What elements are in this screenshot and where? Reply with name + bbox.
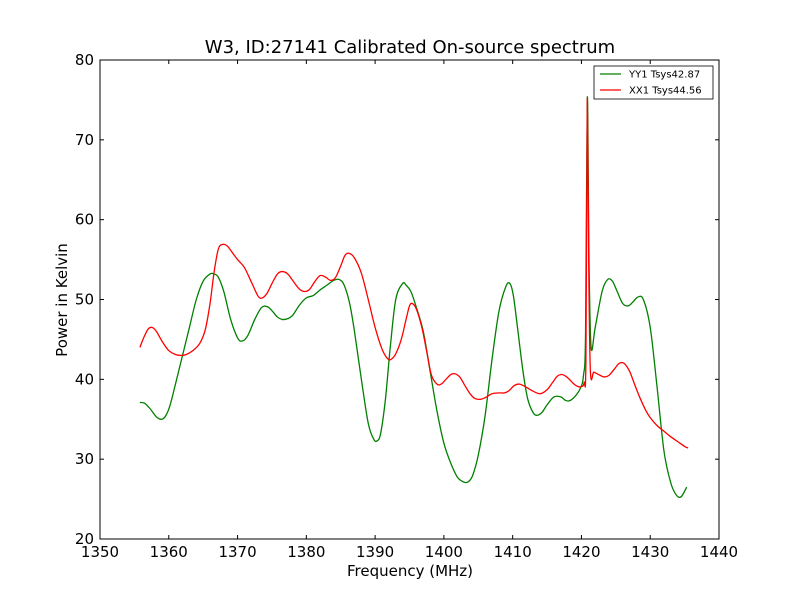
x-tick-label: 1350 (81, 543, 119, 561)
y-tick-label: 80 (75, 51, 94, 69)
plot-area (100, 60, 719, 539)
x-tick-label: 1410 (494, 543, 532, 561)
x-tick-label: 1430 (631, 543, 669, 561)
y-tick-label: 20 (75, 530, 94, 548)
y-tick-label: 50 (75, 291, 94, 309)
y-tick-label: 30 (75, 450, 94, 468)
plot-frame (99, 59, 720, 540)
x-tick-label: 1440 (700, 543, 738, 561)
legend-frame (593, 65, 714, 100)
x-tick-label: 1400 (425, 543, 463, 561)
legend: YY1 Tsys42.87 XX1 Tsys44.56 (593, 65, 714, 100)
y-tick-label: 40 (75, 370, 94, 388)
x-axis-label: Frequency (MHz) (347, 562, 473, 580)
y-tick-label: 60 (75, 211, 94, 229)
legend-label-xx1: XX1 Tsys44.56 (629, 86, 702, 97)
y-tick-label: 70 (75, 131, 94, 149)
chart-title: W3, ID:27141 Calibrated On-source spectr… (205, 37, 615, 58)
axis-ticks: 1350 1360 1370 1380 1390 1400 1410 1420 1430 1440… (75, 51, 738, 561)
x-tick-label: 1370 (218, 543, 256, 561)
x-tick-label: 1390 (356, 543, 394, 561)
x-tick-label: 1360 (150, 543, 188, 561)
x-tick-label: 1420 (562, 543, 600, 561)
legend-label-yy1: YY1 Tsys42.87 (628, 70, 700, 81)
series-line-xx1 (139, 97, 689, 449)
series-lines (139, 96, 689, 499)
y-axis-label: Power in Kelvin (53, 243, 71, 357)
x-tick-label: 1380 (287, 543, 325, 561)
